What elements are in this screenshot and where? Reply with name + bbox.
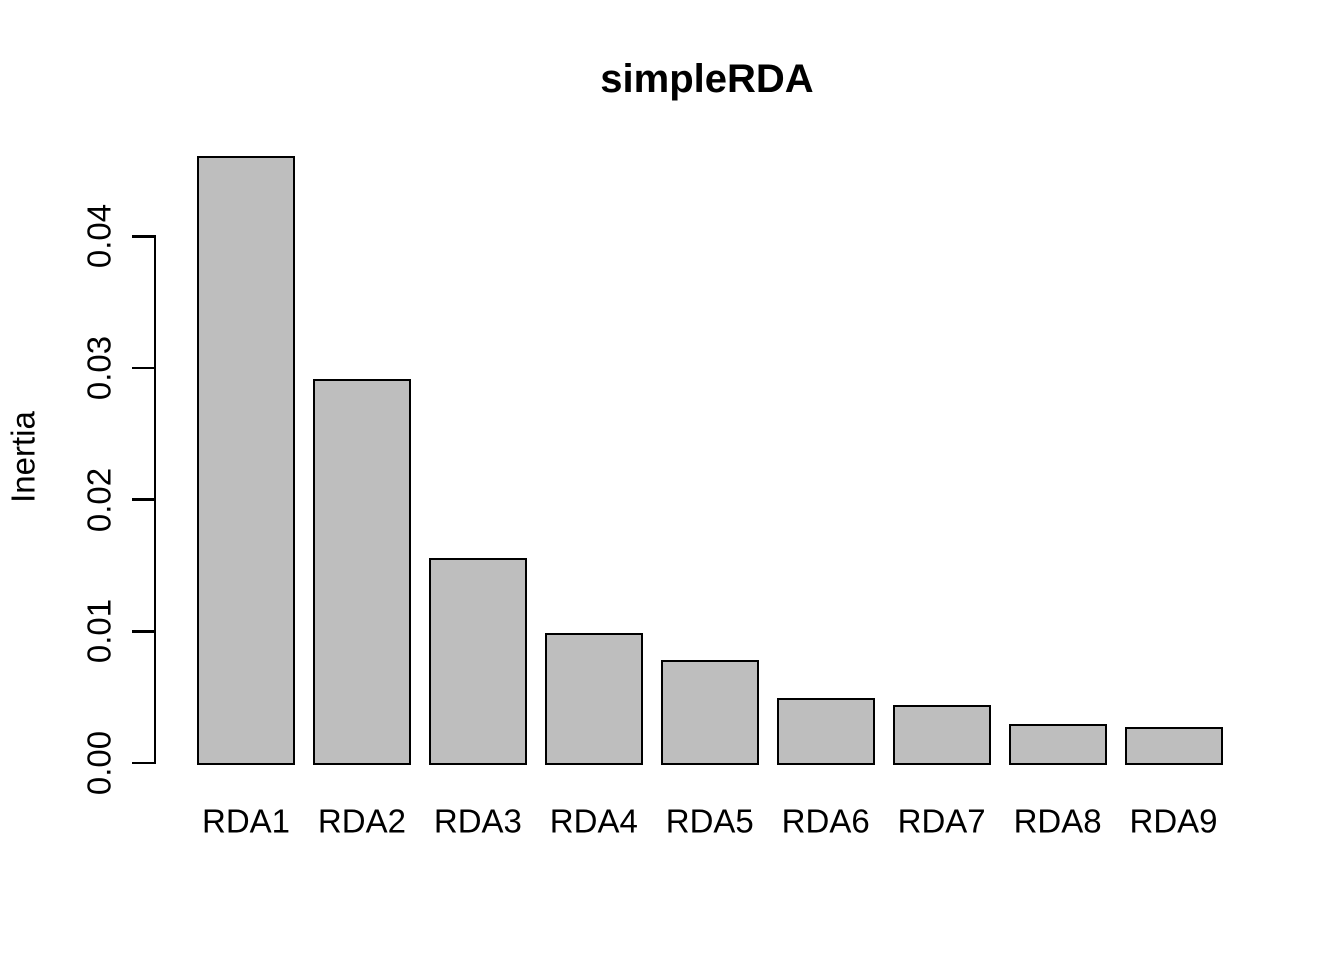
y-tick-mark bbox=[131, 630, 154, 633]
y-tick-label: 0.04 bbox=[80, 204, 118, 269]
chart-title: simpleRDA bbox=[600, 57, 814, 101]
bar-rda5 bbox=[660, 660, 759, 766]
bar-rda2 bbox=[312, 378, 411, 766]
x-tick-label-rda7: RDA7 bbox=[897, 802, 986, 840]
bar-rda9 bbox=[1124, 727, 1223, 766]
x-tick-label-rda4: RDA4 bbox=[549, 802, 638, 840]
x-tick-label-rda5: RDA5 bbox=[665, 802, 754, 840]
x-tick-label-rda8: RDA8 bbox=[1013, 802, 1102, 840]
y-tick-label: 0.03 bbox=[80, 335, 118, 401]
x-tick-label-rda6: RDA6 bbox=[781, 802, 870, 840]
y-tick-label: 0.00 bbox=[80, 730, 118, 796]
y-tick-mark bbox=[131, 366, 154, 370]
y-tick-label: 0.02 bbox=[80, 467, 118, 532]
bar-rda8 bbox=[1008, 723, 1107, 766]
bar-rda3 bbox=[428, 557, 527, 766]
bar-rda4 bbox=[544, 632, 643, 766]
y-tick-mark bbox=[131, 761, 154, 765]
y-tick-label: 0.01 bbox=[80, 599, 118, 664]
x-tick-label-rda2: RDA2 bbox=[317, 802, 406, 840]
bar-rda7 bbox=[892, 705, 991, 766]
bar-rda6 bbox=[776, 698, 875, 766]
y-tick-mark bbox=[131, 235, 154, 238]
x-tick-label-rda9: RDA9 bbox=[1129, 802, 1218, 840]
y-axis-line bbox=[153, 235, 156, 765]
x-tick-label-rda3: RDA3 bbox=[433, 802, 522, 840]
y-axis-label: Inertia bbox=[4, 411, 42, 503]
y-tick-mark bbox=[131, 498, 154, 501]
bar-rda1 bbox=[197, 156, 295, 766]
x-tick-label-rda1: RDA1 bbox=[201, 802, 291, 840]
